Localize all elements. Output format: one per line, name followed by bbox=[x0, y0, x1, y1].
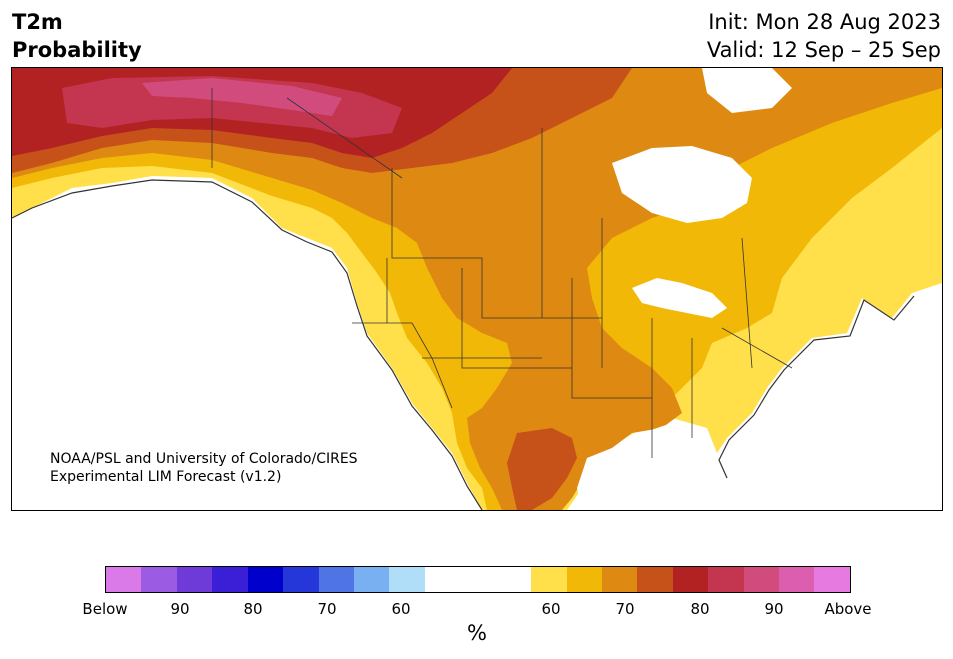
cb-tick-70-above: 70 bbox=[615, 600, 635, 618]
init-date: Init: Mon 28 Aug 2023 bbox=[708, 10, 941, 34]
cb-above-4 bbox=[637, 567, 673, 592]
cb-tick-90-above: 90 bbox=[764, 600, 784, 618]
coastline bbox=[12, 179, 915, 510]
cb-tick-90-below: 90 bbox=[170, 600, 190, 618]
hudson-bay bbox=[612, 146, 752, 223]
cb-below-5 bbox=[247, 567, 284, 592]
cb-tick-60-above: 60 bbox=[541, 600, 561, 618]
cb-tick-80-above: 80 bbox=[690, 600, 710, 618]
forecast-credit: NOAA/PSL and University of Colorado/CIRE… bbox=[50, 450, 358, 486]
credit-line-1: NOAA/PSL and University of Colorado/CIRE… bbox=[50, 451, 358, 467]
cb-tick-80-below: 80 bbox=[243, 600, 263, 618]
cb-below-9 bbox=[389, 567, 425, 592]
cb-neutral bbox=[424, 567, 532, 592]
map-canvas bbox=[12, 68, 942, 510]
arctic-water bbox=[702, 68, 792, 113]
cb-above-3 bbox=[601, 567, 638, 592]
cb-above-1 bbox=[531, 567, 567, 592]
cb-above-9 bbox=[814, 567, 850, 592]
map-title: T2m Probability bbox=[12, 8, 142, 64]
cb-tick-70-below: 70 bbox=[317, 600, 337, 618]
cb-tick-60-below: 60 bbox=[391, 600, 411, 618]
probability-colorbar bbox=[105, 566, 851, 593]
cb-below-3 bbox=[176, 567, 213, 592]
cb-tick-above: Above bbox=[824, 600, 872, 618]
cb-above-8 bbox=[779, 567, 815, 592]
title-line-2: Probability bbox=[12, 38, 142, 62]
cb-tick-below: Below bbox=[82, 600, 128, 618]
credit-line-2: Experimental LIM Forecast (v1.2) bbox=[50, 469, 282, 485]
gulf-of-mexico bbox=[577, 423, 712, 510]
forecast-dates: Init: Mon 28 Aug 2023 Valid: 12 Sep – 25… bbox=[707, 8, 941, 64]
title-line-1: T2m bbox=[12, 10, 63, 34]
borders bbox=[211, 88, 793, 458]
band-75-south bbox=[507, 428, 577, 510]
great-lakes bbox=[632, 278, 727, 318]
cb-below-7 bbox=[318, 567, 354, 592]
band-90 bbox=[142, 78, 342, 116]
pacific-ocean bbox=[12, 180, 482, 510]
cb-below-6 bbox=[283, 567, 319, 592]
colorbar-unit: % bbox=[467, 621, 487, 645]
cb-above-2 bbox=[566, 567, 602, 592]
probability-map: NOAA/PSL and University of Colorado/CIRE… bbox=[11, 67, 943, 511]
cb-below-2 bbox=[141, 567, 177, 592]
cb-above-6 bbox=[708, 567, 744, 592]
cb-below-4 bbox=[212, 567, 248, 592]
band-85 bbox=[62, 76, 402, 138]
cb-above-5 bbox=[672, 567, 709, 592]
atlantic-ocean bbox=[719, 286, 942, 510]
valid-range: Valid: 12 Sep – 25 Sep bbox=[706, 38, 941, 62]
cb-below-8 bbox=[353, 567, 390, 592]
cb-above-7 bbox=[743, 567, 780, 592]
cb-below-1 bbox=[106, 567, 142, 592]
